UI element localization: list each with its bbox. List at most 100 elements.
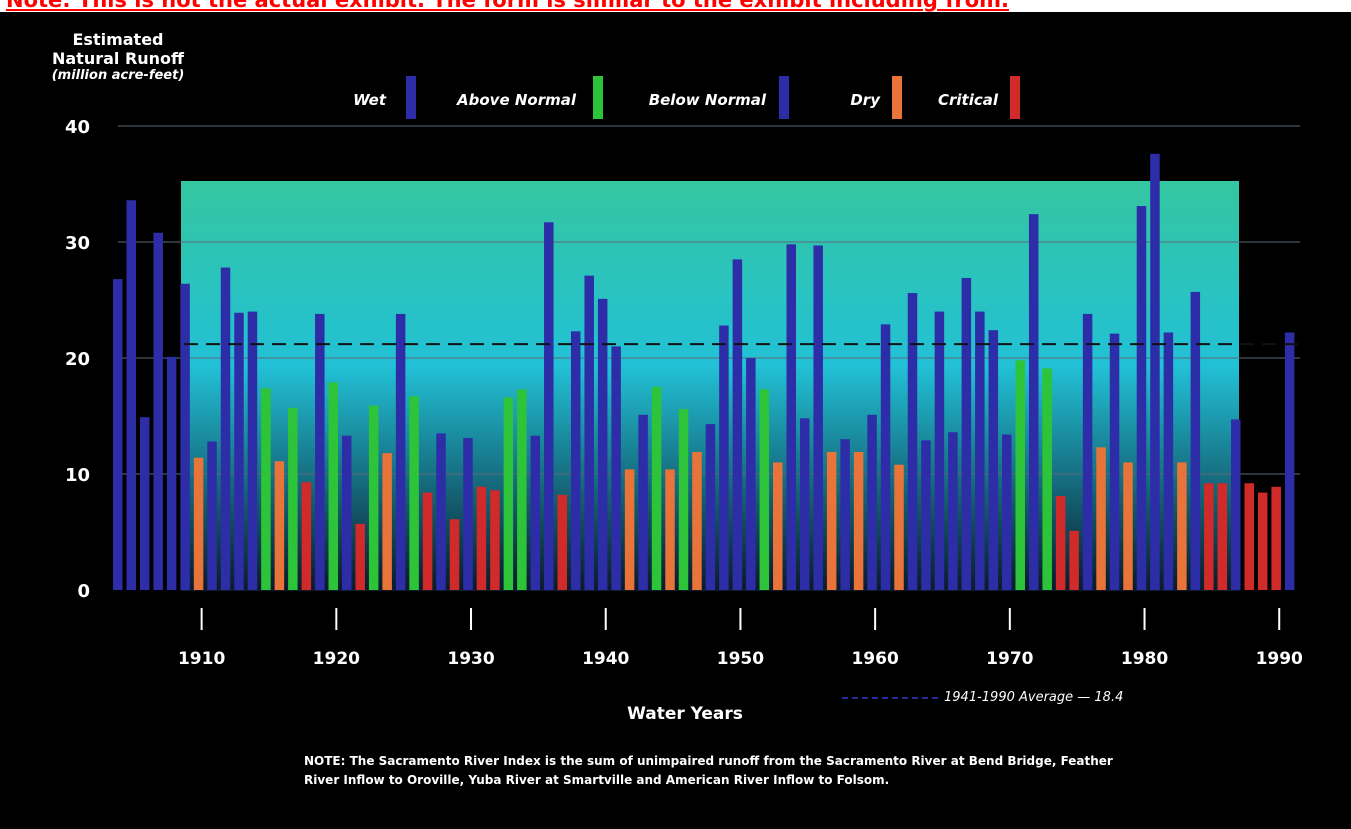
bar-1946 — [651, 387, 662, 590]
bar-1978 — [1082, 313, 1093, 590]
bar-1993 — [1284, 332, 1295, 590]
bar-1989 — [1231, 419, 1241, 590]
bar-1954 — [759, 389, 770, 590]
bar-1984 — [1163, 332, 1174, 590]
top-banner-text: Note: This is not the actual exhibit. Th… — [6, 0, 1009, 12]
legend-swatch — [406, 76, 416, 119]
legend-label: Wet — [353, 91, 387, 109]
bar-1945 — [638, 414, 648, 590]
bar-1971 — [988, 330, 999, 590]
bar-1926 — [382, 453, 392, 590]
bar-1944 — [624, 469, 635, 590]
bar-1976 — [1055, 496, 1066, 590]
y-axis-title: Estimated Natural Runoff (million acre-f… — [38, 30, 198, 83]
bar-1914 — [220, 267, 231, 590]
bar-1975 — [1042, 368, 1052, 590]
bar-1970 — [975, 311, 985, 590]
legend-label: Dry — [850, 91, 881, 109]
bar-1911 — [180, 283, 190, 590]
bar-1922 — [328, 382, 339, 590]
bar-1909 — [153, 232, 163, 590]
y-tick-label: 10 — [65, 465, 90, 486]
bar-1932 — [463, 438, 473, 590]
y-axis-title-line1: Estimated — [72, 30, 164, 49]
bar-1916 — [247, 311, 258, 590]
bar-1957 — [799, 418, 810, 590]
bar-1908 — [139, 417, 150, 590]
bar-1987 — [1204, 483, 1214, 590]
bar-1933 — [476, 486, 487, 590]
bar-1974 — [1028, 214, 1039, 590]
bar-1952 — [732, 259, 743, 590]
bar-1912 — [193, 457, 204, 590]
bar-1969 — [961, 277, 972, 590]
bar-1938 — [544, 222, 554, 590]
bar-1917 — [261, 388, 271, 590]
top-banner: Note: This is not the actual exhibit. Th… — [0, 0, 1351, 12]
bar-1985 — [1177, 462, 1187, 590]
x-tick-label: 1930 — [447, 649, 494, 669]
bar-1939 — [557, 494, 568, 590]
x-tick-label: 1920 — [313, 649, 360, 669]
legend-swatch — [1010, 76, 1020, 119]
average-legend: 1941-1990 Average — 18.4 — [842, 690, 1123, 705]
bar-1972 — [1002, 434, 1012, 590]
bar-1928 — [409, 396, 419, 590]
legend-swatch — [779, 76, 789, 119]
average-dash-swatch — [842, 696, 938, 699]
bar-1967 — [934, 311, 945, 590]
legend-swatch — [593, 76, 603, 119]
bar-1988 — [1217, 483, 1228, 590]
bar-1925 — [368, 405, 379, 590]
x-tick-label: 1940 — [582, 649, 629, 669]
bar-1924 — [355, 523, 365, 590]
bar-1981 — [1123, 462, 1133, 590]
bar-1906 — [113, 279, 123, 590]
bar-1913 — [207, 441, 217, 590]
bar-1960 — [840, 439, 850, 590]
bar-1979 — [1096, 447, 1106, 590]
y-axis-title-line3: (million acre-feet) — [51, 68, 185, 83]
bar-1959 — [826, 451, 837, 590]
bar-1930 — [436, 433, 446, 590]
chart-note: NOTE: The Sacramento River Index is the … — [304, 754, 1113, 787]
bar-1940 — [570, 331, 581, 590]
bar-1964 — [894, 464, 904, 590]
x-tick-label: 1980 — [1121, 649, 1168, 669]
y-tick-label: 40 — [65, 117, 90, 138]
bar-1927 — [395, 313, 406, 590]
y-axis-title-line2: Natural Runoff — [51, 49, 185, 68]
bar-1937 — [530, 435, 541, 590]
legend-label: Above Normal — [456, 91, 577, 109]
bar-1918 — [274, 461, 285, 590]
bar-1977 — [1069, 530, 1079, 590]
bar-1942 — [597, 298, 608, 590]
bar-1931 — [449, 519, 460, 590]
bar-1968 — [948, 432, 958, 590]
y-tick-label: 0 — [77, 581, 90, 602]
bar-1963 — [880, 324, 891, 590]
bar-1980 — [1109, 333, 1120, 590]
y-tick-label: 20 — [65, 349, 90, 370]
bar-1986 — [1190, 291, 1201, 590]
bar-1958 — [813, 245, 823, 591]
bar-1929 — [422, 492, 433, 590]
bar-1948 — [678, 409, 689, 590]
x-tick-label: 1990 — [1256, 649, 1303, 669]
x-tick-label: 1950 — [717, 649, 764, 669]
bar-1950 — [705, 424, 716, 590]
bar-1941 — [584, 275, 594, 590]
bar-1955 — [773, 462, 783, 590]
bar-1923 — [341, 435, 352, 590]
bar-1990 — [1244, 483, 1254, 590]
bar-1907 — [126, 200, 136, 591]
average-legend-label: 1941-1990 Average — 18.4 — [944, 690, 1124, 705]
bar-1961 — [853, 451, 864, 590]
bar-1973 — [1015, 360, 1025, 590]
bar-1943 — [611, 346, 621, 590]
bar-1936 — [517, 389, 527, 590]
bar-1934 — [490, 490, 500, 590]
bar-1951 — [719, 325, 729, 590]
bar-1949 — [692, 451, 702, 590]
